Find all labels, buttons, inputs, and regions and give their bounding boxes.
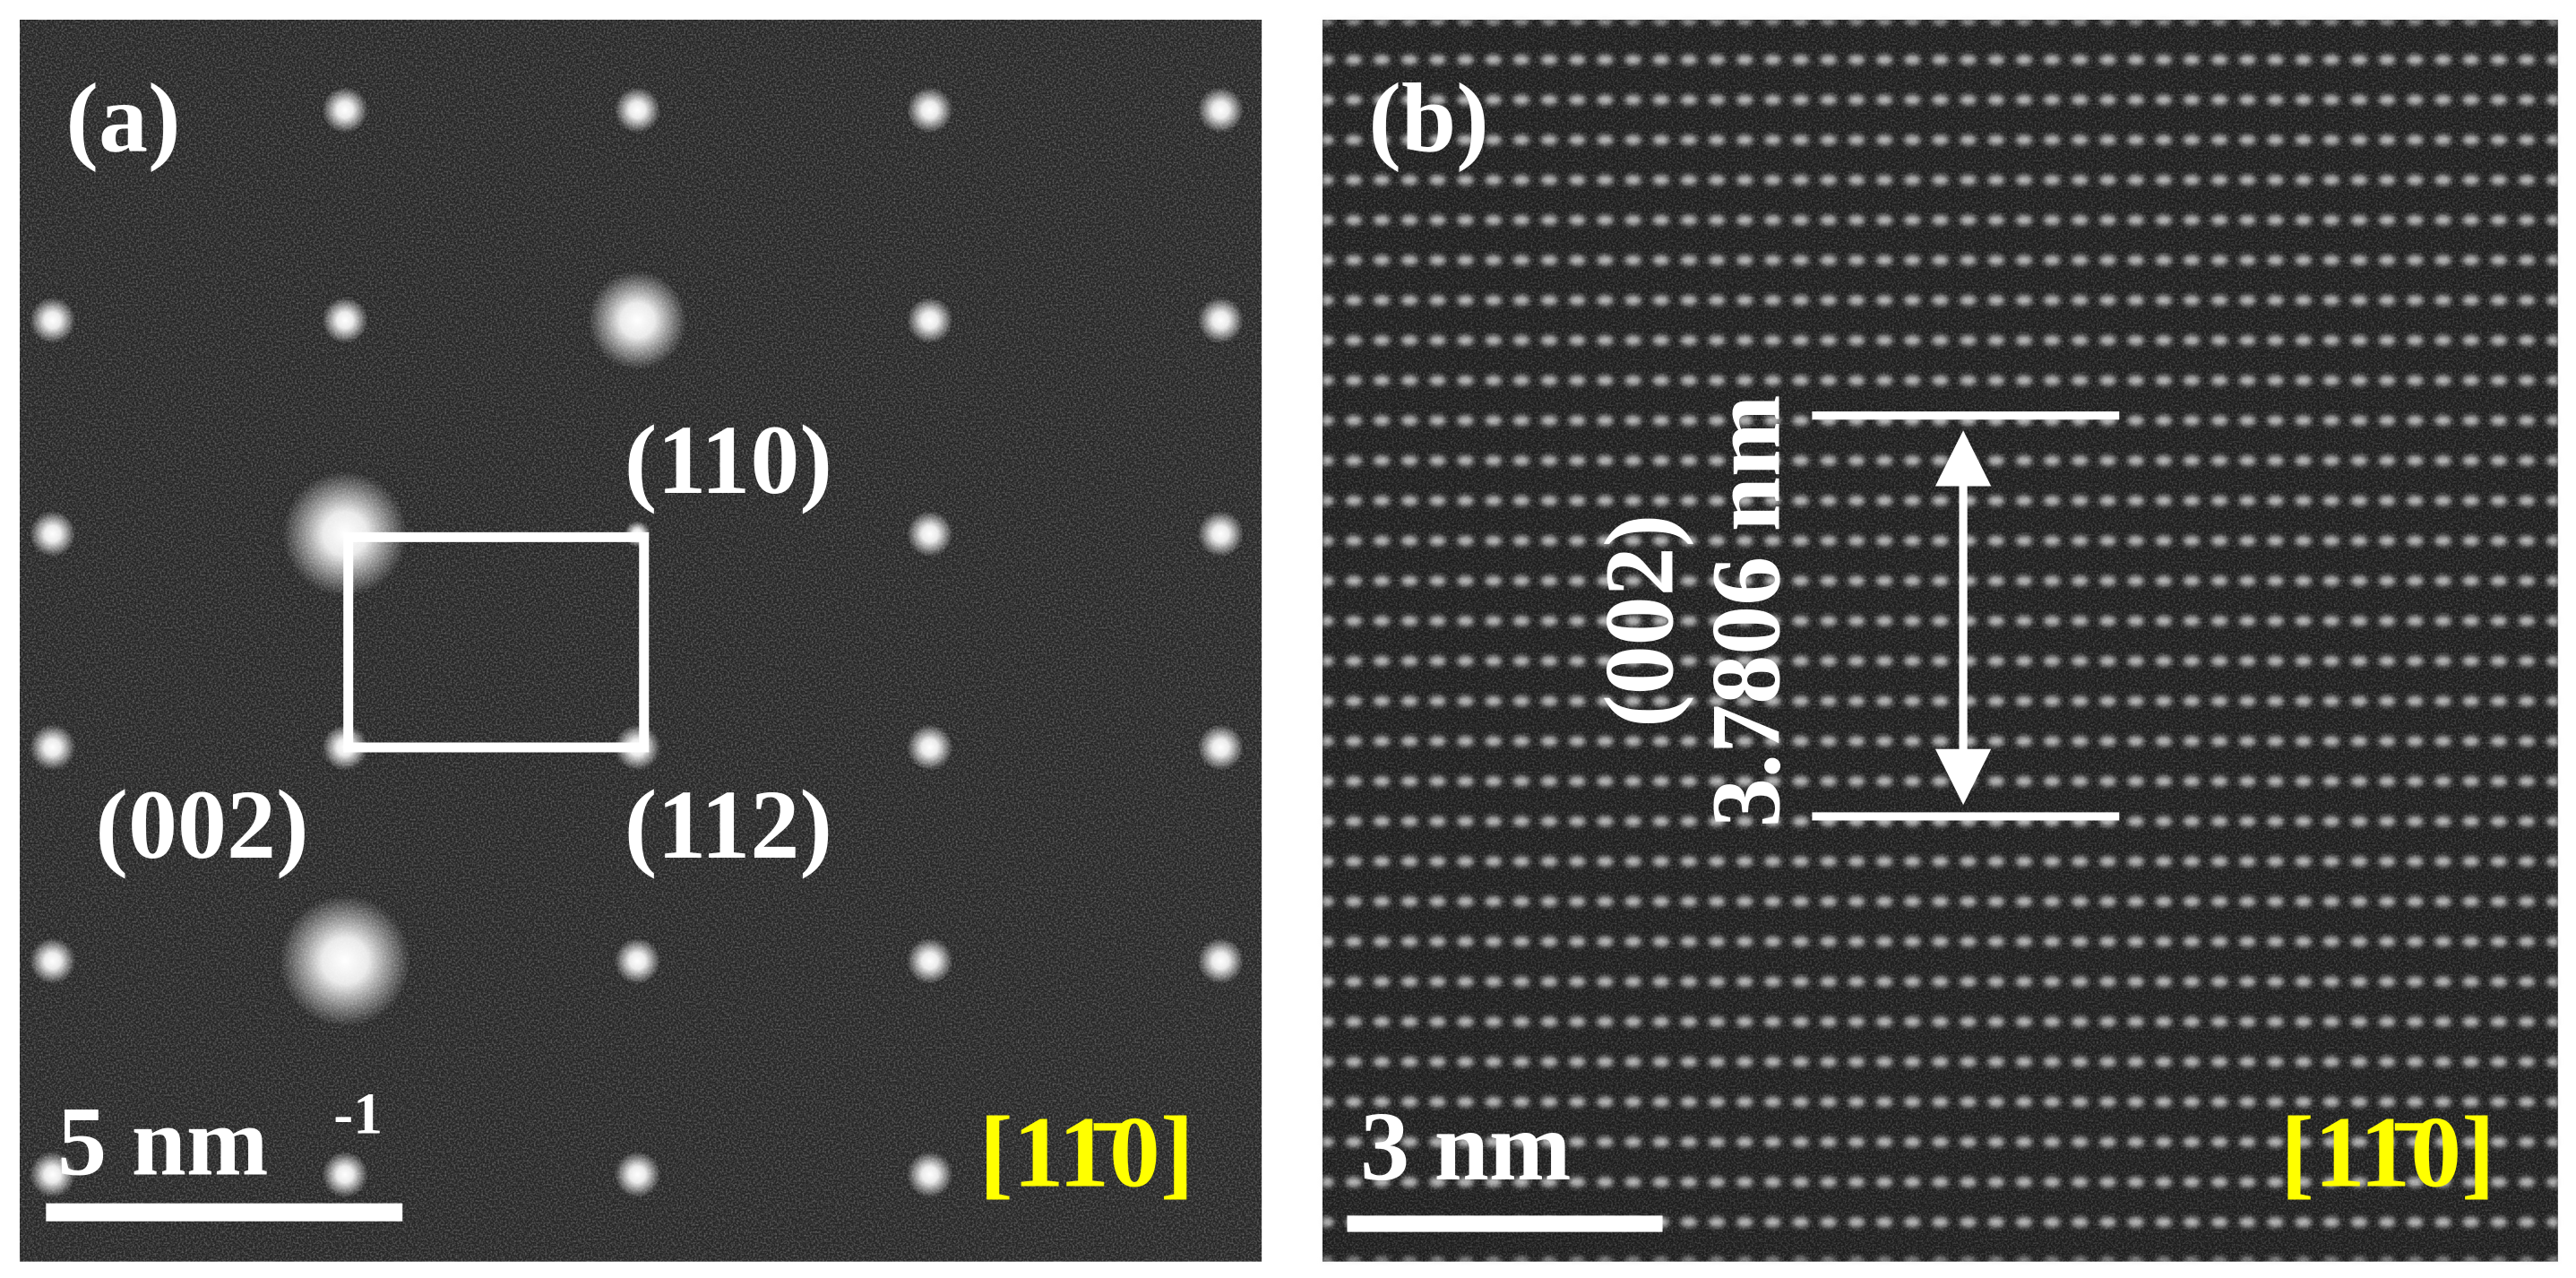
- spot: [614, 87, 661, 134]
- arrow-head: [1934, 748, 1992, 806]
- spot: [1197, 511, 1244, 557]
- panel-label: (a): [65, 64, 180, 173]
- spot: [30, 937, 76, 984]
- spot: [1197, 297, 1244, 344]
- spot: [322, 297, 368, 344]
- spot-label: (002): [95, 770, 308, 879]
- spot: [30, 724, 76, 771]
- spot: [30, 297, 76, 344]
- scale-bar-label: 5 nm: [57, 1087, 268, 1196]
- spot: [1197, 87, 1244, 134]
- spot-label: (112): [625, 770, 832, 879]
- spacing-label: 3.7806 nm: [1692, 395, 1801, 828]
- spot: [614, 937, 661, 984]
- plane-label: (002): [1585, 514, 1694, 728]
- spot: [30, 511, 76, 557]
- panel-label: (b): [1368, 64, 1488, 173]
- spot: [907, 1151, 953, 1198]
- spot: [322, 87, 368, 134]
- zone-axis: [11̄0]: [2280, 1095, 2495, 1208]
- spot: [322, 1151, 368, 1198]
- spot: [614, 1151, 661, 1198]
- zone-axis: [11̄0]: [979, 1095, 1194, 1208]
- panel-b: (b) (002) 3.7806 nm 3 nm [11̄0]: [1322, 19, 2558, 1262]
- noise: [1322, 19, 2558, 1262]
- spot: [907, 511, 953, 557]
- spot: [907, 297, 953, 344]
- panel-a: (a) (110) (002) (112) 5 nm -1 [11̄0]: [20, 19, 1262, 1262]
- unit-cell-box: [343, 531, 650, 753]
- spot: [588, 271, 687, 370]
- scale-bar-label: 3 nm: [1360, 1092, 1571, 1201]
- scale-bar-exponent: -1: [333, 1082, 383, 1147]
- spot: [907, 724, 953, 771]
- spot: [279, 894, 411, 1027]
- spot-label: (110): [625, 405, 832, 514]
- spot: [1197, 724, 1244, 771]
- spot: [907, 937, 953, 984]
- spot: [30, 1151, 76, 1198]
- arrow-head: [1934, 430, 1992, 487]
- spot: [1197, 937, 1244, 984]
- spot: [907, 87, 953, 134]
